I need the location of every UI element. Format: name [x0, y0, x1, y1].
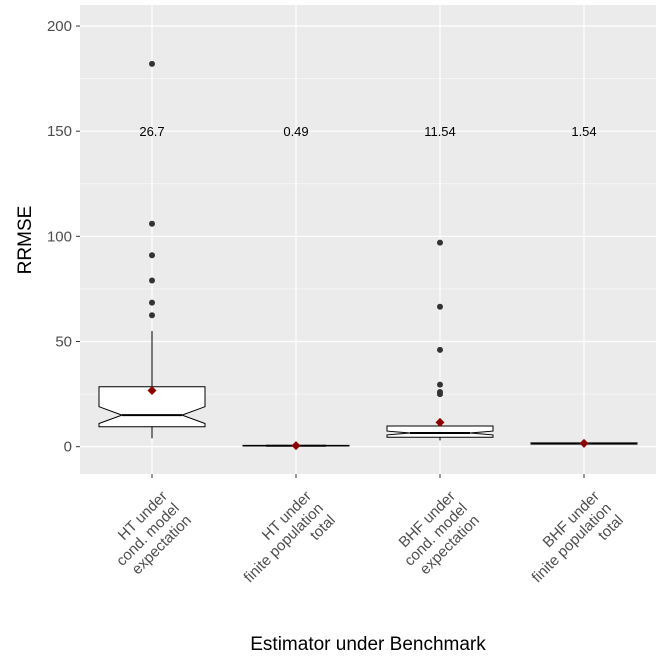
x-tick-label: BHF undercond. modelexpectation [389, 488, 483, 582]
y-axis-ticks: 0 50 100 150 200 [47, 18, 80, 456]
outlier-point [149, 299, 155, 306]
outlier-point [149, 312, 155, 319]
box-group [386, 239, 494, 441]
mean-annotation: 1.54 [571, 124, 596, 139]
mean-annotation: 11.54 [424, 124, 456, 139]
outlier-point [149, 252, 155, 259]
mean-annotation: 0.49 [283, 124, 308, 139]
boxes-layer [98, 60, 638, 451]
y-axis-title: RRMSE [15, 206, 36, 275]
y-tick-label: 50 [55, 334, 72, 351]
box-body [98, 386, 206, 428]
box-group [530, 438, 638, 448]
outlier-point [437, 303, 443, 310]
outlier-point [437, 239, 443, 246]
mean-marker [291, 441, 301, 451]
annotations-layer: 26.7 0.49 11.54 1.54 [139, 124, 596, 139]
x-axis-title: Estimator under Benchmark [250, 634, 486, 655]
x-tick-label: BHF underfinite populationtotal [516, 488, 626, 598]
y-tick-label: 150 [47, 123, 72, 140]
mean-marker [147, 386, 157, 396]
outlier-point [149, 60, 155, 67]
y-tick-label: 0 [64, 439, 72, 456]
outlier-point [437, 346, 443, 353]
y-tick-label: 200 [47, 18, 72, 35]
y-tick-label: 100 [47, 228, 72, 245]
mean-marker [435, 417, 445, 427]
outlier-point [437, 391, 443, 398]
outlier-point [149, 220, 155, 227]
x-axis-ticks: HT undercond. modelexpectation HT underfi… [101, 474, 627, 598]
outlier-point [437, 381, 443, 388]
outlier-point [149, 277, 155, 284]
x-tick-label: HT undercond. modelexpectation [101, 488, 195, 582]
x-tick-label: HT underfinite populationtotal [228, 488, 338, 598]
box-group [98, 60, 206, 439]
box-body [386, 425, 494, 438]
mean-marker [579, 438, 589, 448]
mean-annotation: 26.7 [139, 124, 164, 139]
box-group [242, 441, 350, 451]
